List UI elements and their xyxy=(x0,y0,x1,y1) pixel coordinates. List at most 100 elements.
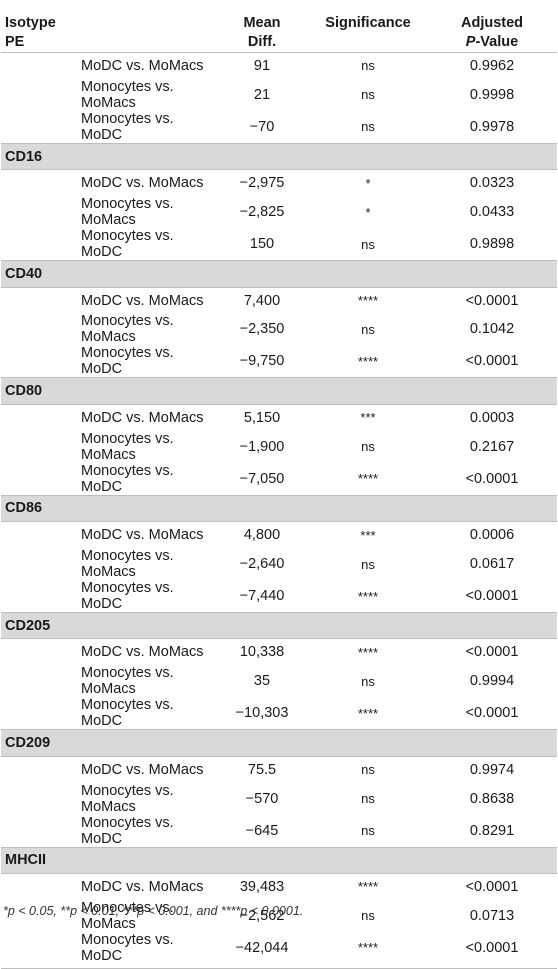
cell-mean-diff: −7,440 xyxy=(239,588,285,605)
table-row: MoDC vs. MoMacs 10,338 **** <0.0001 xyxy=(1,639,557,665)
cell-p-value: 0.0006 xyxy=(469,527,515,544)
cell-mean-diff: −9,750 xyxy=(239,353,285,370)
table-row: Monocytes vs. MoMacs −1,900 ns 0.2167 xyxy=(1,431,557,463)
cell-significance: ns xyxy=(361,236,375,252)
table-row: MoDC vs. MoMacs 5,150 *** 0.0003 xyxy=(1,404,557,430)
cell-mean-diff: −2,640 xyxy=(239,556,285,573)
table-row: Monocytes vs. MoDC 150 ns 0.9898 xyxy=(1,228,557,261)
cell-p-value: 0.0433 xyxy=(469,204,515,221)
cell-comparison: Monocytes vs. MoDC xyxy=(81,931,174,964)
cell-p-value: <0.0001 xyxy=(465,470,519,487)
table-row: MoDC vs. MoMacs 39,483 **** <0.0001 xyxy=(1,873,557,899)
table-row: Monocytes vs. MoMacs −2,562 ns 0.0713 xyxy=(1,900,557,932)
cell-mean-diff: 75.5 xyxy=(247,761,277,778)
cell-comparison: Monocytes vs. MoMacs xyxy=(81,430,174,463)
cell-significance: **** xyxy=(357,588,379,604)
cell-p-value: <0.0001 xyxy=(465,588,519,605)
cell-p-value: 0.8291 xyxy=(469,822,515,839)
cell-mean-diff: 10,338 xyxy=(239,644,285,661)
table-row: Monocytes vs. MoMacs 35 ns 0.9994 xyxy=(1,665,557,697)
cell-significance: **** xyxy=(357,705,379,721)
section-header-row: CD40 xyxy=(1,260,557,288)
cell-comparison: MoDC vs. MoMacs xyxy=(81,292,204,309)
header-row: Isotype PE Mean Diff. Significance Adjus… xyxy=(1,0,557,53)
cell-significance: * xyxy=(365,204,371,220)
header-p-rest: -Value xyxy=(475,34,519,50)
cell-comparison: Monocytes vs. MoMacs xyxy=(81,78,174,111)
section-header-row: CD205 xyxy=(1,612,557,640)
cell-comparison: MoDC vs. MoMacs xyxy=(81,175,204,192)
cell-significance: **** xyxy=(357,644,379,660)
cell-p-value: 0.9994 xyxy=(469,673,515,690)
cell-mean-diff: 5,150 xyxy=(243,409,281,426)
cell-mean-diff: 91 xyxy=(253,57,271,74)
table-row: Monocytes vs. MoDC −7,050 **** <0.0001 xyxy=(1,463,557,496)
cell-mean-diff: −2,562 xyxy=(239,907,285,924)
cell-significance: ns xyxy=(361,556,375,572)
header-significance: Significance xyxy=(309,0,427,53)
cell-p-value: 0.9898 xyxy=(469,236,515,253)
table-row: Monocytes vs. MoDC −645 ns 0.8291 xyxy=(1,815,557,848)
cell-mean-diff: −2,975 xyxy=(239,175,285,192)
section-marker-label: CD40 xyxy=(1,260,557,288)
footnote-text: *p < 0.05, **p < 0.01, ***p < 0.001, and… xyxy=(3,904,304,918)
cell-comparison: Monocytes vs. MoMacs xyxy=(81,196,174,229)
table-row: Monocytes vs. MoDC −70 ns 0.9978 xyxy=(1,111,557,144)
section-header-row: CD80 xyxy=(1,377,557,405)
cell-comparison: Monocytes vs. MoDC xyxy=(81,345,174,378)
table-row: Monocytes vs. MoMacs −570 ns 0.8638 xyxy=(1,783,557,815)
cell-comparison: MoDC vs. MoMacs xyxy=(81,409,204,426)
cell-p-value: 0.9962 xyxy=(469,57,515,74)
cell-mean-diff: 4,800 xyxy=(243,527,281,544)
cell-p-value: 0.0617 xyxy=(469,556,515,573)
section-marker-label: MHCII xyxy=(1,846,557,874)
cell-significance: ns xyxy=(361,321,375,337)
cell-mean-diff: 150 xyxy=(249,236,275,253)
cell-mean-diff: −1,900 xyxy=(239,438,285,455)
cell-comparison: Monocytes vs. MoDC xyxy=(81,462,174,495)
cell-significance: ns xyxy=(361,58,375,74)
cell-comparison: Monocytes vs. MoMacs xyxy=(81,665,174,698)
cell-comparison: Monocytes vs. MoMacs xyxy=(81,899,174,932)
table-body: MoDC vs. MoMacs 91 ns 0.9962 Monocytes vs. M… xyxy=(1,53,557,964)
table-row: Monocytes vs. MoDC −10,303 **** <0.0001 xyxy=(1,697,557,730)
table-footnote: *p < 0.05, **p < 0.01, ***p < 0.001, and… xyxy=(3,904,303,918)
cell-comparison: MoDC vs. MoMacs xyxy=(81,644,204,661)
cell-comparison: MoDC vs. MoMacs xyxy=(81,761,204,778)
cell-mean-diff: 35 xyxy=(253,673,271,690)
cell-p-value: <0.0001 xyxy=(465,292,519,309)
cell-mean-diff: −70 xyxy=(249,118,275,135)
cell-significance: **** xyxy=(357,940,379,956)
section-marker-label: CD209 xyxy=(1,729,557,757)
cell-comparison: MoDC vs. MoMacs xyxy=(81,527,204,544)
cell-comparison: Monocytes vs. MoMacs xyxy=(81,313,174,346)
cell-p-value: 0.9978 xyxy=(469,118,515,135)
cell-p-value: 0.8638 xyxy=(469,790,515,807)
cell-p-value: <0.0001 xyxy=(465,878,519,895)
header-isotype-line1: Isotype xyxy=(5,15,56,31)
cell-mean-diff: −570 xyxy=(245,790,279,807)
table-row: MoDC vs. MoMacs 91 ns 0.9962 xyxy=(1,53,557,79)
cell-significance: ns xyxy=(361,673,375,689)
cell-significance: ns xyxy=(361,439,375,455)
header-p-line1: Adjusted xyxy=(460,15,524,31)
section-marker-label: CD16 xyxy=(1,142,557,171)
section-marker-label: CD80 xyxy=(1,377,557,405)
cell-mean-diff: −42,044 xyxy=(235,939,289,956)
table-row: MoDC vs. MoMacs 75.5 ns 0.9974 xyxy=(1,756,557,782)
cell-significance: ns xyxy=(361,119,375,135)
table-row: Monocytes vs. MoDC −42,044 **** <0.0001 xyxy=(1,932,557,964)
cell-p-value: 0.9998 xyxy=(469,86,515,103)
cell-significance: ns xyxy=(361,823,375,839)
section-header-row: CD209 xyxy=(1,729,557,757)
cell-comparison: Monocytes vs. MoMacs xyxy=(81,548,174,581)
cell-mean-diff: −2,350 xyxy=(239,321,285,338)
cell-mean-diff: −10,303 xyxy=(235,705,289,722)
cell-p-value: <0.0001 xyxy=(465,644,519,661)
cell-significance: **** xyxy=(357,293,379,308)
cell-significance: **** xyxy=(357,879,379,895)
header-adjusted-p: Adjusted P-Value xyxy=(427,0,557,53)
cell-significance: * xyxy=(365,175,371,191)
table-row: MoDC vs. MoMacs −2,975 * 0.0323 xyxy=(1,170,557,196)
header-isotype: Isotype PE xyxy=(1,0,215,53)
